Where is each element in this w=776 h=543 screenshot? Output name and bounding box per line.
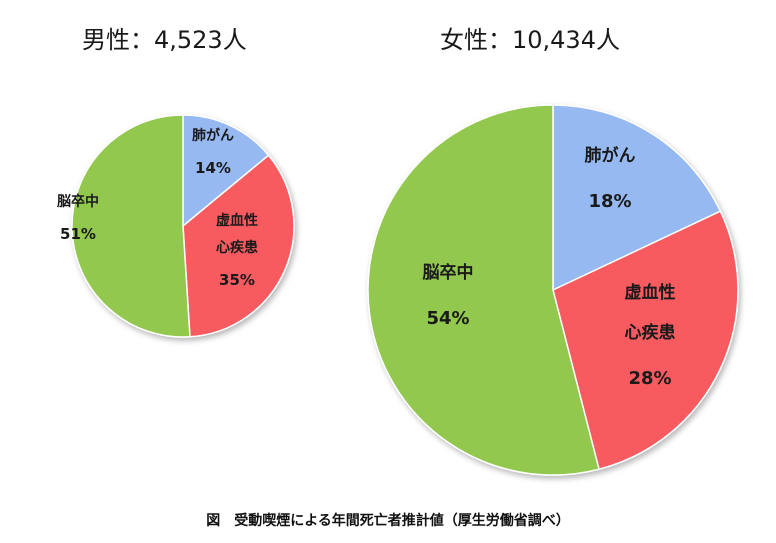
- slice-name-label: 肺がん: [192, 127, 234, 144]
- pie-female: [367, 104, 739, 476]
- slice-percent-label: 14%: [195, 159, 231, 177]
- slice-name-label: 脳卒中: [423, 262, 474, 283]
- pie-slice: [552, 210, 739, 471]
- pie-slice: [182, 154, 295, 338]
- chart-title-male: 男性：4,523人: [82, 26, 247, 54]
- slice-percent-label: 35%: [219, 271, 255, 289]
- pie-slice: [367, 104, 600, 476]
- chart-title-female: 女性：10,434人: [440, 26, 620, 54]
- slice-name-label: 心疾患: [216, 239, 258, 256]
- slice-percent-label: 28%: [628, 368, 671, 389]
- slice-name-label: 虚血性: [216, 212, 258, 229]
- slice-name-label: 肺がん: [585, 145, 636, 166]
- figure-caption: 図 受動喫煙による年間死亡者推計値（厚生労働省調べ）: [206, 513, 570, 529]
- slice-name-label: 虚血性: [625, 282, 676, 303]
- slice-percent-label: 18%: [588, 191, 631, 212]
- pie-slice: [552, 104, 722, 292]
- slice-name-label: 脳卒中: [57, 193, 99, 210]
- pie-slice: [182, 114, 270, 228]
- pie-male: [71, 114, 295, 338]
- pie-slice: [71, 114, 191, 338]
- slice-name-label: 心疾患: [625, 322, 676, 343]
- slice-percent-label: 54%: [426, 308, 469, 329]
- slice-percent-label: 51%: [60, 225, 96, 243]
